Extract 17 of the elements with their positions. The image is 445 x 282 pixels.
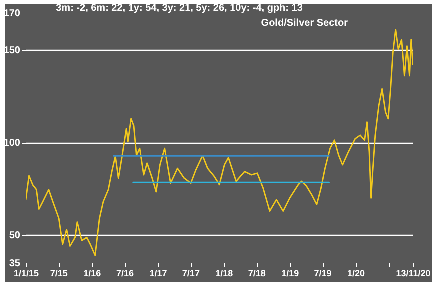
y-tick-label: 50 [9,230,21,242]
x-tick-label: 1/16 [84,268,102,278]
x-tick-label: 7/17 [182,268,200,278]
x-tick-label: 1/17 [150,268,168,278]
x-tick-label: 1/20 [347,268,366,278]
x-tick-label: 7/16 [116,268,134,278]
x-tick-label: 13/11/20 [396,268,431,278]
x-tick-label: 1/1/15 [14,268,40,278]
annotation: 3m: -2, 6m: 22, 1y: 54, 3y: 21, 5y: 26, 10y: -4, gph: 13 [56,3,304,14]
x-tick-label: 1/18 [216,268,234,278]
chart-title: Gold/Silver Sector [261,18,348,29]
x-tick-label: 7/15 [50,268,68,278]
line-series [26,28,413,256]
y-tick-label: 35 [9,258,21,270]
x-tick-label: 7/19 [314,268,332,278]
x-tick-label: 1/19 [282,268,300,278]
x-tick-label: 7/18 [248,268,266,278]
